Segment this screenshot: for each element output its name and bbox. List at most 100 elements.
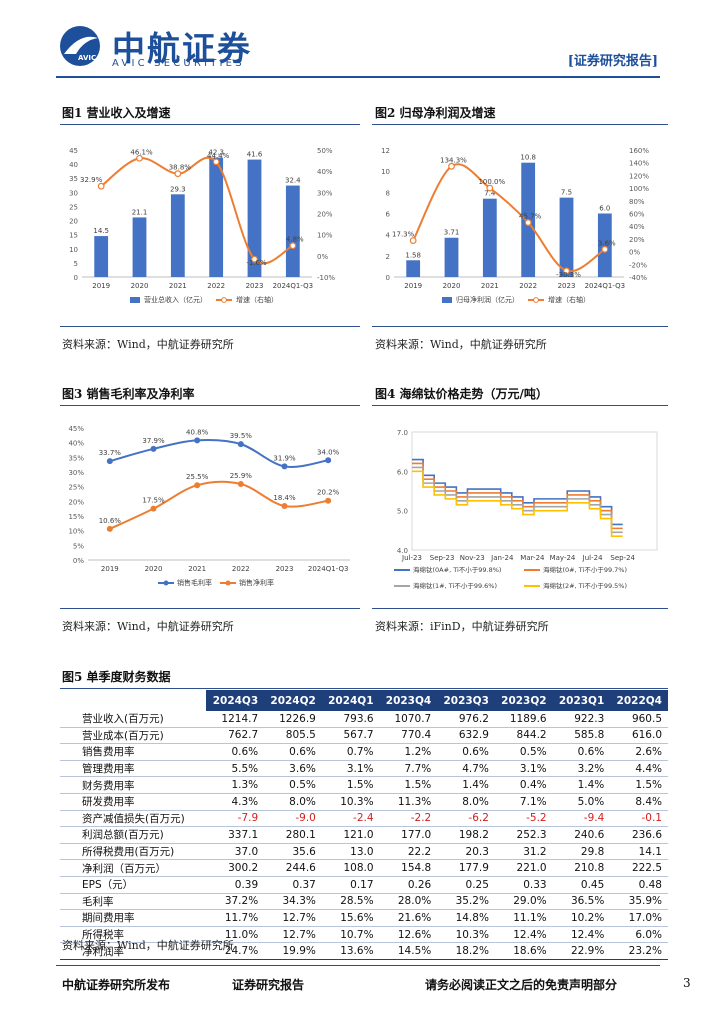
- table-column-header: 2022Q4: [610, 690, 668, 711]
- fig1-bar: [209, 157, 224, 277]
- table-row-label: 销售费用率: [60, 743, 207, 761]
- table-cell: 0.25: [437, 876, 495, 894]
- table-cell: 11.1%: [494, 909, 553, 927]
- fig3-data-label: 25.9%: [230, 472, 253, 480]
- fig1-growth-point: [212, 158, 220, 166]
- fig3-x-tick: 2022: [232, 565, 250, 573]
- fig2-y-tick: 0: [386, 274, 390, 282]
- logo-badge: AVIC: [78, 54, 96, 62]
- fig2-y2-tick: 20%: [629, 236, 645, 244]
- fig1-y2-tick: 10%: [317, 232, 333, 240]
- table-cell: 7.1%: [494, 793, 553, 811]
- fig2-legend-bar: 归母净利润（亿元）: [456, 295, 519, 304]
- table-cell: 10.2%: [552, 909, 611, 927]
- table-cell: 36.5%: [552, 893, 611, 911]
- fig1-x-tick: 2023: [246, 282, 264, 290]
- table-cell: 34.3%: [264, 893, 322, 911]
- fig3-series-point: [325, 497, 332, 504]
- table-cell: 8.0%: [264, 793, 322, 811]
- table-cell: 31.2: [494, 843, 553, 861]
- table-row: 研发费用率 4.3% 8.0% 10.3% 11.3% 8.0% 7.1% 5.0% 8.4%: [60, 793, 668, 811]
- table-row: 净利润率 24.7% 19.9% 13.6% 14.5% 18.2% 18.6% 22.9% 2…: [60, 942, 668, 960]
- fig3-series-point: [106, 458, 113, 465]
- fig1-y2-tick: 0%: [317, 253, 328, 261]
- table-column-header: 2024Q3: [206, 690, 265, 711]
- table-cell: 23.2%: [610, 942, 668, 960]
- fig1-title-rule: [60, 124, 360, 125]
- table-row-label: 利润总额(百万元): [60, 826, 207, 844]
- table-row: 净利润（百万元） 300.2 244.6 108.0 154.8 177.9 221.0 21…: [60, 859, 668, 877]
- fig2-growth-point: [524, 219, 532, 226]
- fig3-series-point: [325, 457, 332, 464]
- table-cell: 7.7%: [379, 760, 438, 778]
- fig4-title: 图4 海绵钛价格走势（万元/吨）: [375, 387, 548, 401]
- table-cell: 22.2: [379, 843, 438, 861]
- fig1-x-tick: 2024Q1-Q3: [273, 282, 314, 290]
- fig3-y-tick: 20%: [68, 498, 84, 506]
- table-cell: 10.3%: [437, 926, 495, 944]
- fig3-y-tick: 15%: [68, 513, 84, 521]
- fig2-y2-tick: 40%: [629, 223, 645, 231]
- table-header-row: 2024Q3 2024Q2 2024Q1 2023Q4 2023Q3 2023Q2 2023…: [60, 690, 668, 711]
- fig1-y-tick: 15: [69, 232, 78, 240]
- table-row-label: 财务费用率: [60, 776, 207, 794]
- table-column-header: 2024Q1: [321, 690, 380, 711]
- fig1-y-tick: 30: [69, 189, 78, 197]
- fig4-y-tick: 4.0: [397, 547, 408, 555]
- fig1-bar-label: 42.3: [208, 149, 224, 157]
- table-cell: 4.4%: [610, 760, 668, 778]
- table-cell: 1.5%: [379, 776, 438, 794]
- fig4-bottom-rule: [372, 608, 668, 609]
- fig3-series-point: [237, 441, 244, 448]
- fig3-data-label: 18.4%: [273, 494, 296, 502]
- fig2-growth-line: [412, 163, 606, 273]
- table-cell: 280.1: [264, 826, 322, 844]
- table-cell: 19.9%: [264, 942, 322, 960]
- table-cell: 4.3%: [206, 793, 265, 811]
- fig3-legend-swatch-gross-point: [163, 580, 169, 586]
- fig1-bar-label: 29.3: [170, 185, 186, 193]
- fig2-y2-tick: 80%: [629, 198, 645, 206]
- fig4-series-line-2: [412, 466, 623, 534]
- fig3-series-point: [106, 525, 113, 532]
- table-cell: 1226.9: [264, 711, 322, 728]
- table-cell: -7.9: [206, 810, 265, 828]
- table-cell: 1189.6: [494, 711, 553, 728]
- fig1-y-tick: 10: [69, 246, 78, 254]
- fig4-series-line-3: [412, 470, 623, 538]
- fig2-bar: [482, 198, 497, 277]
- table-row-label: 研发费用率: [60, 793, 207, 811]
- fig3-data-label: 37.9%: [142, 437, 165, 445]
- fig3-y-tick: 0%: [73, 557, 84, 565]
- table-row-label: 资产减值损失(百万元): [60, 810, 207, 828]
- fig2-x-tick: 2019: [404, 282, 422, 290]
- fig3-legend-net: 销售净利率: [239, 578, 274, 587]
- table-cell: 12.7%: [264, 909, 322, 927]
- fig3-data-label: 20.2%: [317, 489, 340, 497]
- table-cell: 20.3: [437, 843, 495, 861]
- table-cell: 0.6%: [206, 743, 265, 761]
- header-divider: [56, 76, 660, 78]
- fig3-x-tick: 2024Q1-Q3: [308, 565, 349, 573]
- table-cell: 221.0: [494, 859, 553, 877]
- fig1-growth-point: [289, 242, 297, 250]
- fig3-series-point: [281, 503, 288, 510]
- fig2-growth-label: 100.0%: [478, 178, 505, 186]
- table-row: 财务费用率 1.3% 0.5% 1.5% 1.5% 1.4% 0.4% 1.4% 1.5%: [60, 776, 668, 794]
- fig2-bar-label: 10.8: [520, 154, 536, 162]
- fig1-x-tick: 2021: [169, 282, 187, 290]
- table-cell: 15.6%: [321, 909, 380, 927]
- table-cell: 37.0: [206, 843, 265, 861]
- table-column-header: 2023Q2: [494, 690, 553, 711]
- table-row: 营业收入(百万元) 1214.7 1226.9 793.6 1070.7 976.2 118…: [60, 711, 668, 728]
- table-cell: 13.6%: [321, 942, 380, 960]
- avic-logo-icon: AVIC: [60, 26, 100, 66]
- table-cell: 762.7: [206, 727, 265, 745]
- fig1-bar: [132, 217, 147, 277]
- fig3-series-point: [281, 463, 288, 470]
- fig4-legend-entry: 海绵钛(0#, Ti不小于99.7%): [543, 565, 627, 574]
- fig2-y2-tick: 120%: [629, 172, 649, 180]
- fig2-growth-label: 17.3%: [392, 231, 415, 239]
- fig5-title: 图5 单季度财务数据: [62, 670, 171, 684]
- fig1-bar-label: 14.5: [93, 227, 109, 235]
